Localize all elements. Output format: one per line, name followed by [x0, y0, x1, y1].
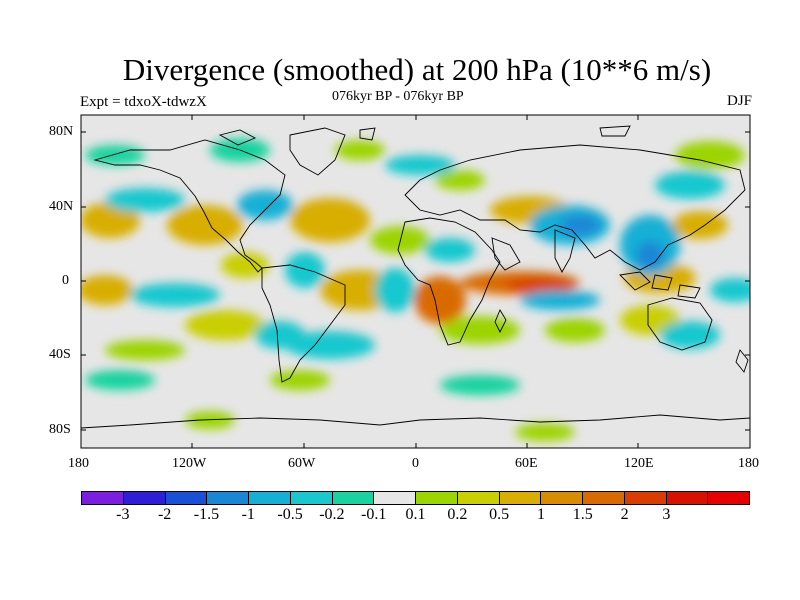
colorbar-swatch	[290, 492, 333, 504]
lat-tick-label: 40N	[49, 199, 74, 214]
lat-tick-label: 80N	[49, 124, 74, 139]
colorbar-swatch	[541, 492, 583, 504]
lon-tick-label: 0	[412, 456, 419, 471]
coastlines	[81, 125, 750, 429]
colorbar-label: 3	[662, 506, 671, 523]
colorbar-swatch	[457, 492, 500, 504]
divergence-field	[81, 125, 750, 441]
colorbar-swatch	[416, 492, 458, 504]
colorbar-swatch	[207, 492, 249, 504]
colorbar-label: 1	[536, 506, 545, 523]
colorbar-label: 0.2	[447, 506, 468, 523]
colorbar-swatch	[624, 492, 667, 504]
colorbar-swatch	[165, 492, 208, 504]
colorbar-swatch	[583, 492, 625, 504]
colorbar-label: -3	[116, 506, 130, 523]
lat-tick-label: 80S	[49, 422, 71, 437]
axis-ticks	[81, 115, 750, 448]
lon-tick-label: 120E	[624, 456, 654, 471]
colorbar-swatch	[332, 492, 375, 504]
colorbar-swatch	[249, 492, 291, 504]
period-label: 076kyr BP - 076kyr BP	[332, 89, 464, 104]
lon-tick-label: 60W	[288, 456, 316, 471]
colorbar-label: -0.5	[277, 506, 303, 523]
colorbar-label: -0.2	[319, 506, 345, 523]
colorbar-swatch	[666, 492, 709, 504]
lon-tick-label: 180	[738, 456, 759, 471]
colorbar-swatch	[499, 492, 542, 504]
colorbar-swatch	[123, 492, 166, 504]
lat-tick-label: 40S	[49, 347, 71, 362]
lon-tick-label: 120W	[172, 456, 207, 471]
colorbar-label: 2	[620, 506, 629, 523]
colorbar	[81, 491, 750, 505]
colorbar-label: -1.5	[193, 506, 220, 523]
lat-tick-label: 0	[62, 273, 69, 288]
colorbar-label: -1	[241, 506, 255, 523]
experiment-label: Expt = tdxoX-tdwzX	[80, 94, 207, 110]
colorbar-label: -0.1	[361, 506, 387, 523]
season-label: DJF	[726, 93, 752, 109]
map-title: Divergence (smoothed) at 200 hPa (10**6 …	[122, 52, 712, 87]
colorbar-swatch	[82, 492, 124, 504]
colorbar-label: 0.5	[489, 506, 510, 523]
colorbar-label: -2	[157, 506, 172, 523]
colorbar-label: 0.1	[405, 506, 426, 523]
lon-tick-label: 180	[68, 456, 89, 471]
colorbar-swatch	[374, 492, 416, 504]
colorbar-label: 1.5	[572, 506, 593, 523]
lon-tick-label: 60E	[515, 456, 538, 471]
colorbar-swatch	[708, 492, 749, 504]
